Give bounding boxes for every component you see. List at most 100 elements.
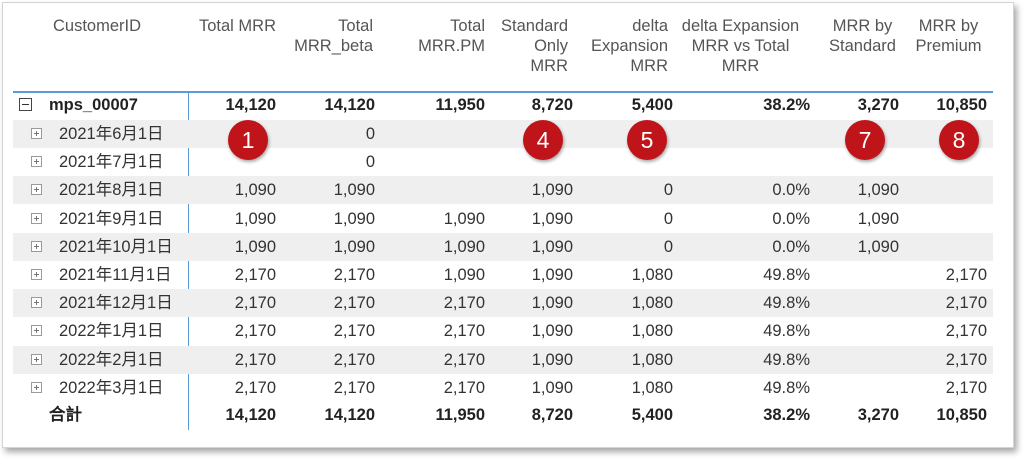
header-delta-vs-total[interactable]: delta Expansion MRR vs Total MRR	[673, 16, 808, 76]
total-row: 合計 14,120 14,120 11,950 8,720 5,400 38.2…	[13, 401, 993, 429]
group-row[interactable]: mps_00007 14,120 14,120 11,950 8,720 5,4…	[13, 91, 993, 119]
header-total-mrr-beta[interactable]: Total MRR_beta	[273, 16, 373, 56]
cell-standard-only: 1,090	[531, 237, 573, 256]
expand-icon[interactable]	[31, 156, 42, 168]
header-standard-only-line1: Standard	[501, 17, 568, 35]
expand-icon[interactable]	[31, 184, 42, 196]
cell-mrr-by-premium: 2,170	[945, 378, 987, 397]
table-row[interactable]: 2022年2月1日 2,170 2,170 2,170 1,090 1,080 49.8% 2…	[13, 345, 993, 374]
cell-mrr-by-premium	[887, 176, 987, 204]
table-row[interactable]: 2021年10月1日 1,090 1,090 1,090 1,090 0 0.0% 1,090	[13, 232, 993, 261]
cell-standard-only: 1,090	[531, 181, 573, 200]
total-standard-only: 8,720	[531, 406, 573, 424]
header-customer-id[interactable]: CustomerID	[53, 17, 142, 35]
header-standard-only-line3: MRR	[530, 57, 568, 75]
group-delta-vs-total: 38.2%	[763, 96, 810, 114]
cell-total-mrr-beta: 2,170	[333, 378, 375, 397]
cell-total-mrr-beta: 2,170	[333, 350, 375, 369]
cell-mrr-by-standard: 1,090	[857, 237, 899, 256]
expand-icon[interactable]	[31, 353, 42, 365]
table-row[interactable]: 2021年8月1日 1,090 1,090 1,090 0 0.0% 1,090	[13, 176, 993, 205]
row-date-label: 2021年6月1日	[59, 125, 164, 143]
table-row[interactable]: 2021年11月1日 2,170 2,170 1,090 1,090 1,080 49.8%…	[13, 261, 993, 289]
row-date-label: 2021年7月1日	[59, 153, 164, 172]
cell-mrr-by-premium: 2,170	[945, 266, 987, 284]
header-mrr-by-premium[interactable]: MRR by Premium	[901, 16, 996, 56]
header-divider	[13, 91, 993, 93]
table-row[interactable]: 2022年3月1日 2,170 2,170 2,170 1,090 1,080 49.8% 2…	[13, 374, 993, 402]
cell-total-mrr: 2,170	[234, 350, 276, 369]
cell-mrr-by-standard	[799, 289, 899, 317]
cell-delta-expansion: 1,080	[631, 350, 673, 369]
total-total-mrr-beta: 14,120	[324, 406, 375, 424]
header-delta-vs-total-line3: MRR	[721, 57, 760, 75]
cell-standard-only: 1,090	[531, 350, 573, 369]
group-total-mrr: 14,120	[225, 96, 276, 114]
total-mrr-by-standard: 3,270	[857, 406, 899, 424]
cell-delta-expansion: 0	[663, 237, 673, 256]
cell-total-mrr: 2,170	[234, 266, 276, 284]
header-total-mrr-pm-line1: Total	[450, 17, 485, 35]
expand-icon[interactable]	[31, 128, 42, 139]
cell-mrr-by-standard	[799, 317, 899, 345]
expand-icon[interactable]	[31, 269, 42, 280]
cell-delta-vs-total: 49.8%	[763, 322, 810, 341]
header-mrr-by-standard[interactable]: MRR by Standard	[815, 16, 910, 56]
cell-total-mrr-beta: 1,090	[333, 209, 375, 228]
table-row[interactable]: 2021年7月1日 0	[13, 148, 993, 176]
collapse-icon[interactable]	[19, 98, 32, 111]
cell-total-mrr-beta: 2,170	[333, 266, 375, 284]
table-row[interactable]: 2021年9月1日 1,090 1,090 1,090 1,090 0 0.0% 1,090	[13, 205, 993, 233]
cell-total-mrr-beta: 2,170	[333, 294, 375, 313]
cell-mrr-by-premium	[887, 205, 987, 233]
cell-total-mrr: 1,090	[234, 181, 276, 200]
cell-mrr-by-premium: 2,170	[945, 294, 987, 313]
cell-total-mrr-pm: 2,170	[443, 378, 485, 397]
cell-total-mrr-pm	[385, 148, 485, 176]
row-header-divider	[188, 93, 189, 430]
cell-delta-vs-total: 0.0%	[772, 209, 810, 228]
header-total-mrr[interactable]: Total MRR	[198, 17, 276, 35]
cell-delta-expansion: 0	[663, 181, 673, 200]
header-mrr-by-premium-line2: Premium	[915, 37, 982, 55]
group-total-mrr-beta: 14,120	[324, 96, 375, 114]
header-delta-expansion-line2: Expansion	[590, 37, 668, 55]
total-label: 合計	[49, 406, 82, 424]
table-row[interactable]: 2021年6月1日 0	[13, 120, 993, 148]
row-date-label: 2022年2月1日	[59, 350, 164, 369]
total-total-mrr-pm: 11,950	[435, 406, 485, 424]
expand-icon[interactable]	[31, 381, 42, 393]
cell-delta-vs-total	[710, 120, 810, 148]
header-standard-only-line2: Only	[534, 37, 568, 55]
cell-standard-only: 1,090	[531, 378, 573, 397]
row-date-label: 2022年3月1日	[59, 378, 164, 397]
total-delta-expansion: 5,400	[631, 406, 673, 424]
cell-delta-vs-total: 0.0%	[772, 181, 810, 200]
cell-delta-expansion: 0	[663, 209, 673, 228]
cell-delta-vs-total: 49.8%	[763, 294, 810, 313]
table-row[interactable]: 2021年12月1日 2,170 2,170 2,170 1,090 1,080 49.8%…	[13, 289, 993, 318]
expand-icon[interactable]	[31, 240, 42, 252]
expand-icon[interactable]	[31, 212, 42, 224]
expand-icon[interactable]	[31, 325, 42, 337]
expand-icon[interactable]	[31, 297, 42, 309]
header-delta-expansion-mrr[interactable]: delta Expansion MRR	[568, 16, 668, 76]
badge-8: 8	[939, 120, 979, 160]
cell-total-mrr-pm: 2,170	[443, 350, 485, 369]
header-standard-only-mrr[interactable]: Standard Only MRR	[473, 16, 568, 76]
cell-total-mrr-beta: 2,170	[333, 322, 375, 341]
cell-total-mrr-beta: 0	[365, 153, 375, 172]
header-total-mrr-beta-line1: Total	[338, 17, 373, 35]
badge-1: 1	[228, 120, 268, 160]
cell-total-mrr-beta: 1,090	[333, 181, 375, 200]
row-date-label: 2021年9月1日	[59, 209, 164, 228]
cell-total-mrr-pm	[385, 176, 485, 204]
header-total-mrr-pm[interactable]: Total MRR.PM	[373, 16, 485, 56]
cell-delta-expansion: 1,080	[631, 294, 673, 313]
header-mrr-by-standard-line1: MRR by	[832, 17, 893, 35]
total-mrr-by-premium: 10,850	[936, 406, 987, 424]
cell-total-mrr-pm: 2,170	[443, 294, 485, 313]
table-row[interactable]: 2022年1月1日 2,170 2,170 2,170 1,090 1,080 49.8% 2…	[13, 317, 993, 345]
cell-delta-expansion: 1,080	[631, 266, 673, 284]
cell-standard-only: 1,090	[531, 209, 573, 228]
